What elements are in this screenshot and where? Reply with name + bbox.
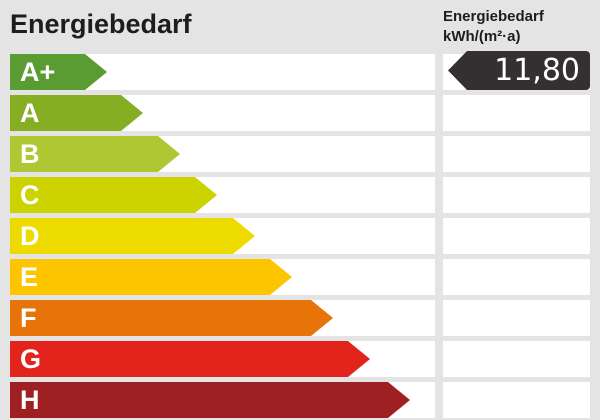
band-arrow: D [10,218,255,254]
band-track-right [443,341,590,377]
band-arrow: H [10,382,410,418]
band-row: C [0,177,600,213]
band-label: F [20,303,37,333]
band-label: A+ [20,57,56,87]
unit-header-title: Energiebedarf [443,8,544,25]
page-title: Energiebedarf [10,9,192,39]
band-label: D [20,221,40,251]
unit-header: Energiebedarf kWh/(m²·a) [443,7,544,47]
band-label: H [20,385,40,415]
band-label: B [20,139,40,169]
band-row: D [0,218,600,254]
band-arrow: F [10,300,333,336]
band-arrow: G [10,341,370,377]
band-row: B [0,136,600,172]
band-row: F [0,300,600,336]
band-row: H [0,382,600,418]
band-track-right [443,382,590,418]
band-arrow: E [10,259,292,295]
band-arrow: A [10,95,143,131]
band-track-right [443,218,590,254]
band-label: G [20,344,42,374]
value-indicator-arrow: 11,80 [448,51,590,90]
band-row: A [0,95,600,131]
band-track-right [443,136,590,172]
band-arrow: C [10,177,217,213]
band-row: G [0,341,600,377]
band-track-right [443,259,590,295]
band-label: E [20,262,39,292]
band-track-right [443,177,590,213]
band-track-right [443,300,590,336]
unit-header-unit: kWh/(m²·a) [443,28,521,45]
band-label: A [20,98,40,128]
band-label: C [20,180,40,210]
band-arrow: A+ [10,54,107,90]
band-row: E [0,259,600,295]
band-track-right [443,95,590,131]
value-text: 11,80 [494,53,580,88]
band-arrow: B [10,136,180,172]
scale: A+ A B C D E [0,54,600,420]
